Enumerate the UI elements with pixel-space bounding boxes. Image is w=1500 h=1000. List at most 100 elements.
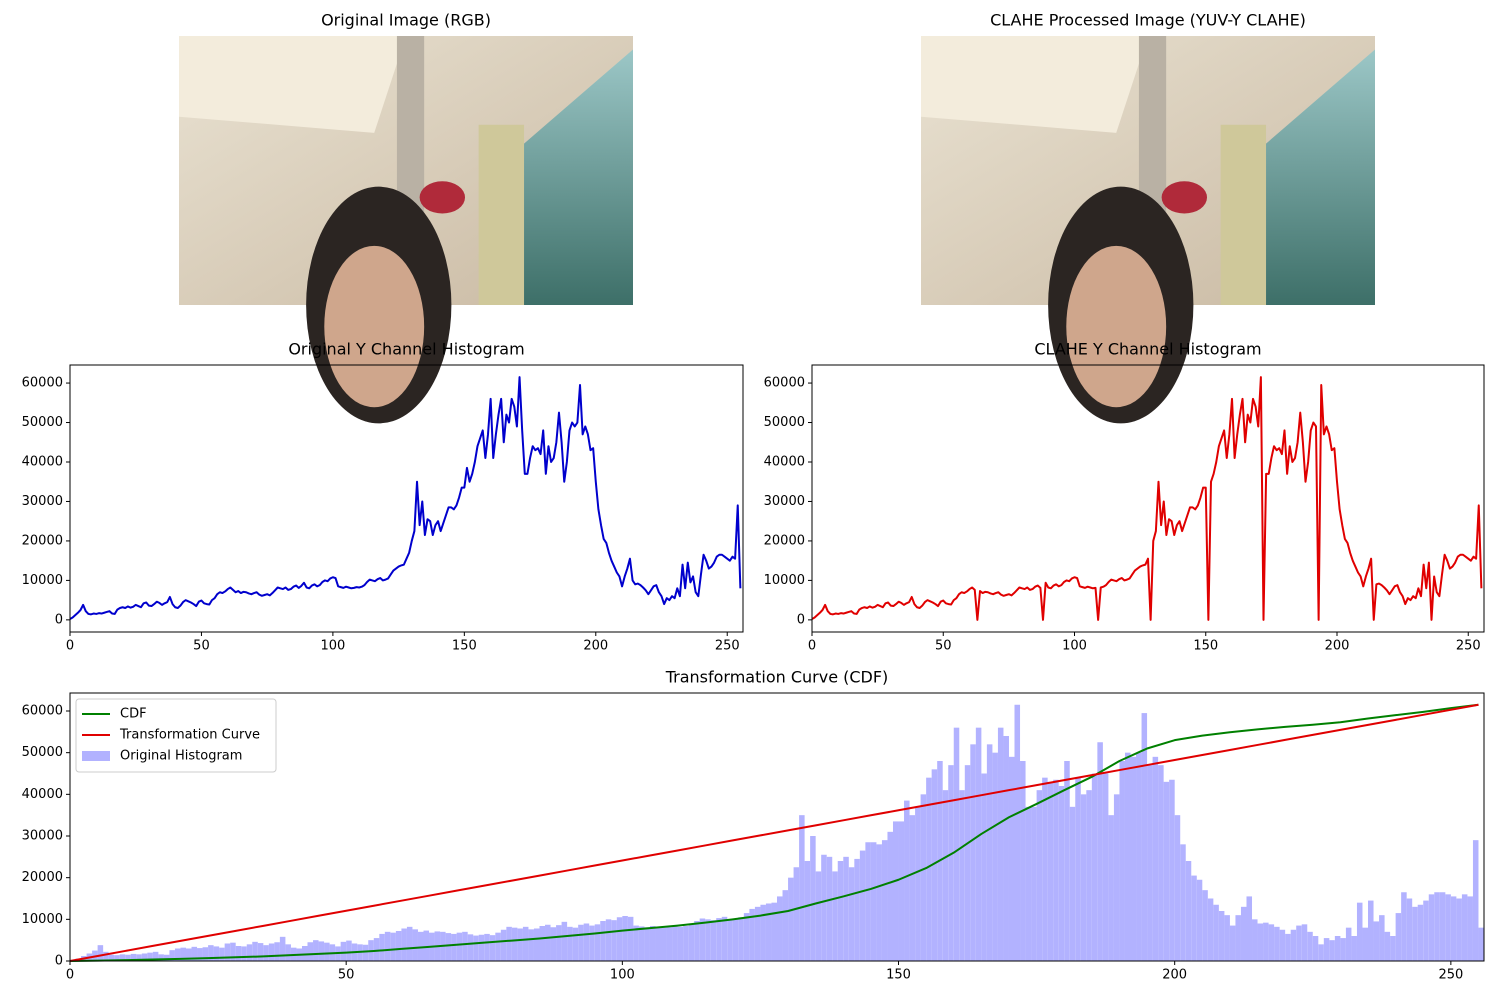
histogram-bar [594,924,601,961]
histogram-bar [1450,896,1457,961]
histogram-bar [865,842,871,961]
histogram-bar [887,831,893,961]
histogram-bar [285,944,291,961]
histogram-bar [677,926,684,961]
histogram-bar [975,727,982,961]
x-tick-label: 150 [1193,639,1218,654]
y-tick-label: 60000 [764,376,805,391]
histogram-bar [395,931,402,961]
histogram-bar [1174,815,1181,961]
histogram-bar [649,926,656,961]
y-tick-label: 50000 [764,415,805,430]
histogram-bar [931,769,938,961]
histogram-bar [119,954,126,961]
histogram-bar [760,904,766,961]
histogram-bar [583,923,590,961]
histogram-bar [1296,925,1302,961]
histogram-bar [241,946,247,961]
histogram-bar [1428,894,1435,961]
x-tick-label: 0 [66,968,74,983]
histogram-bar [500,929,507,961]
y-tick-label: 0 [797,612,805,627]
histogram-bar [1020,761,1026,961]
histogram-bar [456,932,463,961]
histogram-bar [1053,779,1059,961]
x-tick-label: 200 [583,639,608,654]
histogram-bar [1356,902,1363,961]
histogram-bar [1390,936,1396,961]
histogram-bar [130,953,137,961]
histogram-bar [252,941,258,961]
x-tick-label: 50 [193,639,210,654]
histogram-bar [379,933,385,961]
histogram-bar [528,929,534,961]
histogram-bar [1434,892,1440,961]
histogram-bar [1290,929,1297,961]
histogram-bar [346,940,352,961]
histogram-bar [926,777,932,961]
histogram-bar [185,948,192,961]
histogram-bar [274,942,280,961]
histogram-bar [462,931,468,961]
legend-label: Transformation Curve [119,728,260,743]
histogram-bar [1257,923,1264,961]
histogram-bar [125,954,131,961]
histogram-bar [710,920,717,961]
histogram-bar [738,917,744,961]
histogram-bar [373,938,380,961]
legend: CDF Transformation Curve Original Histogra… [75,698,277,773]
histogram-bar [705,919,711,961]
histogram-bar [1334,936,1341,961]
histogram-bar [959,790,965,961]
histogram-bar [1124,752,1131,961]
histogram-bar [1102,773,1109,961]
histogram-bar [655,926,662,961]
histogram-bar [1461,894,1468,961]
y-tick-label: 40000 [22,787,63,802]
histogram-bar [417,931,424,961]
histogram-bar [909,815,916,961]
histogram-bar [550,927,557,961]
y-tick-label: 50000 [22,415,63,430]
histogram-bar [1158,765,1164,961]
histogram-bar [672,926,678,961]
histogram-bar [208,945,214,961]
photo-red-object [1161,181,1208,214]
histogram-bar [920,794,927,961]
histogram-bar [948,765,954,961]
histogram-bar [147,952,153,961]
histogram-bar [1130,756,1137,961]
histogram-bar [556,925,562,961]
histogram-bar [1069,806,1076,961]
histogram-bar [782,890,789,961]
histogram-bar [1345,927,1352,961]
photo-ceiling [921,36,1148,133]
histogram-bar [1379,915,1385,961]
histogram-bar [467,934,474,961]
histogram-bar [169,950,175,961]
image-title: Original Image (RGB) [321,11,491,30]
histogram-bar [1384,931,1391,961]
histogram-bar [495,932,501,961]
histogram-bar [1456,898,1462,961]
histogram-bar [533,928,540,961]
histogram-bar [898,821,905,961]
histogram-bar [362,944,369,961]
histogram-bar [848,867,855,961]
histogram-bar [511,927,518,961]
histogram-bar [997,727,1004,961]
histogram-bar [423,930,430,961]
y-tick-label: 20000 [22,533,63,548]
photo [179,36,633,424]
histogram-bar [1152,756,1159,961]
histogram-bar [1263,922,1269,961]
histogram-bar [522,926,529,961]
histogram-bar [257,943,264,961]
histogram-bar [859,850,866,961]
histogram-bar [506,926,512,961]
histogram-bar [301,946,308,961]
histogram-bar [230,942,236,961]
histogram-bar [473,935,479,961]
histogram-bar [180,947,186,961]
histogram-bar [881,840,888,961]
